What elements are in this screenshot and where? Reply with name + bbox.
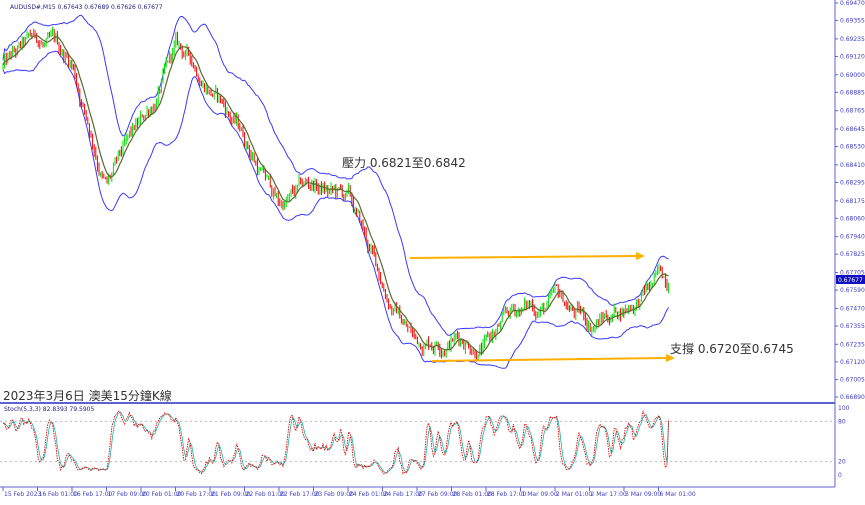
time-tick-label: 2 Mar 01:00 — [556, 491, 592, 498]
support-trendline[interactable] — [431, 354, 675, 362]
time-tick-label: 28 Feb 17:00 — [487, 491, 527, 498]
time-tick-label: 28 Feb 01:00 — [453, 491, 493, 498]
price-tick-label: 0.67005 — [840, 376, 865, 383]
price-tick-label: 0.68765 — [840, 108, 865, 115]
resistance-trendline[interactable] — [409, 252, 645, 260]
time-tick-label: 24 Feb 17:00 — [384, 491, 424, 498]
time-tick-label: 24 Feb 01:00 — [349, 491, 389, 498]
time-tick-label: 17 Feb 09:00 — [108, 491, 148, 498]
price-tick-label: 0.68175 — [840, 198, 865, 205]
price-axis: 0.69470 0.69355 0.69235 0.69120 0.69000 0.688… — [835, 0, 865, 401]
price-tick-label: 0.69000 — [840, 72, 865, 79]
time-tick-label: 6 Mar 01:00 — [660, 491, 696, 498]
price-tick-label: 0.68410 — [840, 162, 865, 169]
current-price: 0.67677 — [838, 277, 863, 284]
price-tick-label: 0.68060 — [840, 215, 865, 222]
price-tick-label: 0.68295 — [840, 179, 865, 186]
time-tick-label: 20 Feb 17:00 — [177, 491, 217, 498]
price-tick-label: 0.67940 — [840, 234, 865, 241]
price-tick-label: 0.67590 — [840, 287, 865, 294]
arrow-icon — [636, 252, 645, 260]
price-tick-label: 0.68885 — [840, 89, 865, 96]
stoch-main-line — [2, 410, 670, 475]
stoch-level-label: 20 — [838, 459, 846, 466]
arrow-icon — [666, 354, 675, 362]
stochastic-axis: 100 80 20 0 — [0, 405, 850, 479]
support-label: 支撐 0.6720至0.6745 — [670, 342, 794, 356]
stoch-level-label: 100 — [838, 405, 850, 412]
stoch-level-label: 80 — [838, 418, 846, 425]
chart-title: 2023年3月6日 澳美15分鐘K線 — [3, 388, 172, 403]
time-tick-label: 21 Feb 09:00 — [211, 491, 251, 498]
price-tick-label: 0.67355 — [840, 323, 865, 330]
symbol-info: AUDUSD#,M15 0.67643 0.67689 0.67626 0.67… — [10, 4, 163, 11]
price-tick-label: 0.69355 — [840, 18, 865, 25]
price-tick-label: 0.69470 — [840, 0, 865, 7]
bollinger-lower-band — [2, 50, 670, 369]
time-tick-label: 16 Feb 17:00 — [73, 491, 113, 498]
price-tick-label: 0.67235 — [840, 341, 865, 348]
time-tick-label: 15 Feb 2023 — [4, 491, 42, 498]
price-tick-label: 0.66890 — [840, 394, 865, 401]
time-tick-label: 20 Feb 01:00 — [142, 491, 182, 498]
time-tick-label: 2 Mar 17:00 — [591, 491, 627, 498]
price-tick-label: 0.67120 — [840, 359, 865, 366]
time-tick-label: 22 Feb 01:00 — [246, 491, 286, 498]
price-tick-label: 0.68645 — [840, 126, 865, 133]
current-price-tag — [836, 275, 865, 284]
stoch-level-label: 0 — [838, 472, 842, 479]
price-tick-label: 0.67705 — [840, 270, 865, 277]
stoch-signal-line — [2, 411, 669, 474]
price-tick-label: 0.68530 — [840, 144, 865, 151]
time-tick-label: 3 Mar 09:00 — [625, 491, 661, 498]
moving-average-line — [2, 34, 669, 354]
price-tick-label: 0.69235 — [840, 36, 865, 43]
time-tick-label: 16 Feb 01:00 — [39, 491, 79, 498]
price-tick-label: 0.67470 — [840, 305, 865, 312]
time-tick-label: 1 Mar 09:00 — [522, 491, 558, 498]
resistance-label: 壓力 0.6821至0.6842 — [342, 156, 466, 170]
time-tick-label: 22 Feb 17:00 — [280, 491, 320, 498]
stoch-info: Stoch(5,3,3) 82.8393 79.5905 — [4, 406, 95, 413]
price-tick-label: 0.69120 — [840, 53, 865, 60]
price-tick-label: 0.67825 — [840, 251, 865, 258]
time-tick-label: 27 Feb 09:00 — [418, 491, 458, 498]
price-pane — [2, 14, 670, 369]
bollinger-upper-band — [2, 14, 669, 336]
stochastic-pane — [2, 410, 670, 475]
time-tick-label: 23 Feb 09:00 — [315, 491, 355, 498]
